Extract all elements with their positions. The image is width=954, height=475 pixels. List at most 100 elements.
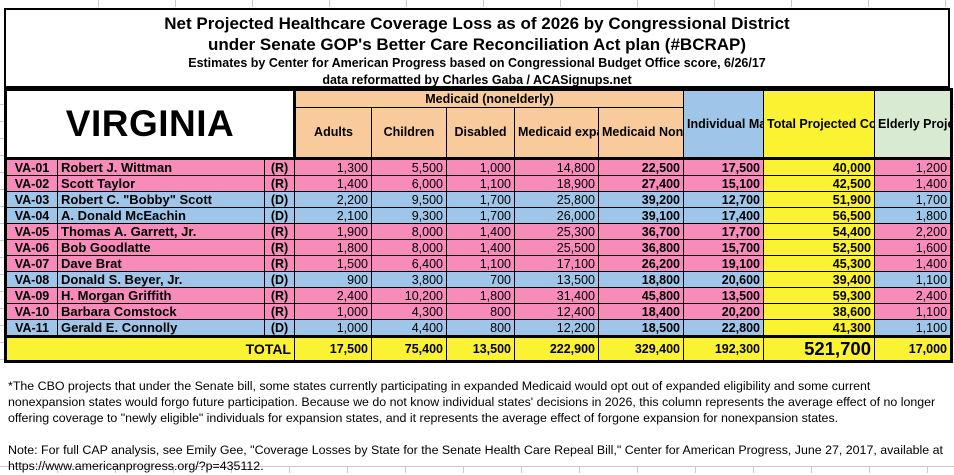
adults-cell: 2,400: [294, 287, 372, 304]
elderly-cell: 1,600: [874, 239, 953, 256]
medicaid-subtotal-cell: 18,400: [597, 303, 685, 320]
children-cell: 3,800: [371, 271, 447, 288]
medicaid-expansion-cell: 25,300: [514, 223, 599, 240]
medicaid-expansion-header: Medicaid expansion*: [514, 107, 599, 160]
party-cell: (D): [264, 271, 295, 288]
district-cell: VA-04: [5, 207, 58, 224]
individual-market-cell: 17,700: [683, 223, 765, 240]
state-name: VIRGINIA: [5, 89, 296, 160]
disabled-cell: 1,100: [446, 175, 515, 192]
district-cell: VA-03: [5, 191, 58, 208]
individual-market-cell: 13,500: [683, 287, 765, 304]
title-block: Net Projected Healthcare Coverage Loss a…: [4, 8, 950, 88]
representative-name-cell: Barbara Comstock: [57, 303, 265, 320]
elderly-cell: 1,700: [874, 191, 953, 208]
medicaid-subtotal-cell: 36,700: [597, 223, 685, 240]
adults-cell: 1,000: [294, 303, 372, 320]
district-cell: VA-11: [5, 319, 58, 337]
title-source-line: Estimates by Center for American Progres…: [188, 56, 766, 70]
representative-name-cell: H. Morgan Griffith: [57, 287, 265, 304]
adults-cell: 1,300: [294, 158, 372, 176]
children-cell: 5,500: [371, 158, 447, 176]
coverage-loss-table: VIRGINIA Medicaid (nonelderly) Individua…: [4, 88, 954, 363]
adults-cell: 1,500: [294, 255, 372, 272]
medicaid-expansion-cell: 25,500: [514, 239, 599, 256]
elderly-cell: 1,400: [874, 255, 953, 272]
representative-name-cell: Gerald E. Connolly: [57, 319, 265, 337]
party-cell: (R): [264, 303, 295, 320]
elderly-cell: 1,400: [874, 175, 953, 192]
disabled-cell: 1,800: [446, 287, 515, 304]
total-medicaid-subtotal: 329,400: [597, 335, 685, 362]
disabled-header: Disabled: [446, 107, 515, 160]
elderly-cell: 2,400: [874, 287, 953, 304]
individual-market-cell: 15,100: [683, 175, 765, 192]
party-cell: (R): [264, 175, 295, 192]
elderly-cell: 2,200: [874, 223, 953, 240]
medicaid-subtotal-cell: 39,200: [597, 191, 685, 208]
adults-cell: 900: [294, 271, 372, 288]
footnote-note: Note: For full CAP analysis, see Emily G…: [8, 443, 943, 474]
children-cell: 10,200: [371, 287, 447, 304]
grand-total-coverage-loss: 521,700: [763, 335, 876, 362]
representative-name-cell: Robert C. "Bobby" Scott: [57, 191, 265, 208]
medicaid-expansion-cell: 31,400: [514, 287, 599, 304]
total-coverage-loss-cell: 38,600: [763, 303, 876, 320]
medicaid-subtotal-cell: 26,200: [597, 255, 685, 272]
disabled-cell: 1,400: [446, 239, 515, 256]
individual-market-cell: 20,200: [683, 303, 765, 320]
total-coverage-loss-cell: 59,300: [763, 287, 876, 304]
spreadsheet-gridlines-top: [22, 0, 954, 7]
adults-cell: 1,400: [294, 175, 372, 192]
adults-cell: 1,800: [294, 239, 372, 256]
disabled-cell: 1,400: [446, 223, 515, 240]
medicaid-group-header: Medicaid (nonelderly): [293, 89, 685, 108]
total-coverage-loss-cell: 40,000: [763, 158, 876, 176]
total-children: 75,400: [371, 335, 447, 362]
party-cell: (R): [264, 255, 295, 272]
district-cell: VA-08: [5, 271, 58, 288]
medicaid-expansion-cell: 25,800: [514, 191, 599, 208]
disabled-cell: 1,100: [446, 255, 515, 272]
party-cell: (D): [264, 191, 295, 208]
total-individual-market: 192,300: [683, 335, 765, 362]
total-expansion: 222,900: [514, 335, 599, 362]
district-row: VA-06 Bob Goodlatte (R) 1,800 8,000 1,40…: [5, 239, 953, 256]
children-cell: 4,300: [371, 303, 447, 320]
total-disabled: 13,500: [446, 335, 515, 362]
children-cell: 6,000: [371, 175, 447, 192]
total-coverage-loss-cell: 54,400: [763, 223, 876, 240]
district-cell: VA-10: [5, 303, 58, 320]
footnote-asterisk: *The CBO projects that under the Senate …: [8, 379, 936, 425]
elderly-cell: 1,100: [874, 319, 953, 337]
district-row: VA-11 Gerald E. Connolly (D) 1,000 4,400…: [5, 319, 953, 337]
medicaid-expansion-cell: 12,200: [514, 319, 599, 337]
medicaid-subtotal-cell: 18,800: [597, 271, 685, 288]
adults-cell: 1,900: [294, 223, 372, 240]
district-cell: VA-06: [5, 239, 58, 256]
party-cell: (D): [264, 319, 295, 337]
party-cell: (R): [264, 239, 295, 256]
district-row: VA-03 Robert C. "Bobby" Scott (D) 2,200 …: [5, 191, 953, 208]
disabled-cell: 1,700: [446, 207, 515, 224]
total-elderly: 17,000: [874, 335, 953, 362]
representative-name-cell: Bob Goodlatte: [57, 239, 265, 256]
disabled-cell: 1,700: [446, 191, 515, 208]
district-row: VA-08 Donald S. Beyer, Jr. (D) 900 3,800…: [5, 271, 953, 288]
elderly-cell: 1,100: [874, 303, 953, 320]
medicaid-expansion-cell: 13,500: [514, 271, 599, 288]
district-cell: VA-02: [5, 175, 58, 192]
total-adults: 17,500: [294, 335, 372, 362]
total-coverage-loss-cell: 42,500: [763, 175, 876, 192]
adults-cell: 2,100: [294, 207, 372, 224]
party-cell: (R): [264, 158, 295, 176]
party-cell: (R): [264, 223, 295, 240]
district-row: VA-09 H. Morgan Griffith (R) 2,400 10,20…: [5, 287, 953, 304]
medicaid-subtotal-cell: 39,100: [597, 207, 685, 224]
elderly-cell: 1,100: [874, 271, 953, 288]
page-title-line1: Net Projected Healthcare Coverage Loss a…: [164, 14, 790, 33]
district-cell: VA-01: [5, 158, 58, 176]
total-coverage-loss-cell: 41,300: [763, 319, 876, 337]
district-cell: VA-09: [5, 287, 58, 304]
total-coverage-loss-cell: 56,500: [763, 207, 876, 224]
